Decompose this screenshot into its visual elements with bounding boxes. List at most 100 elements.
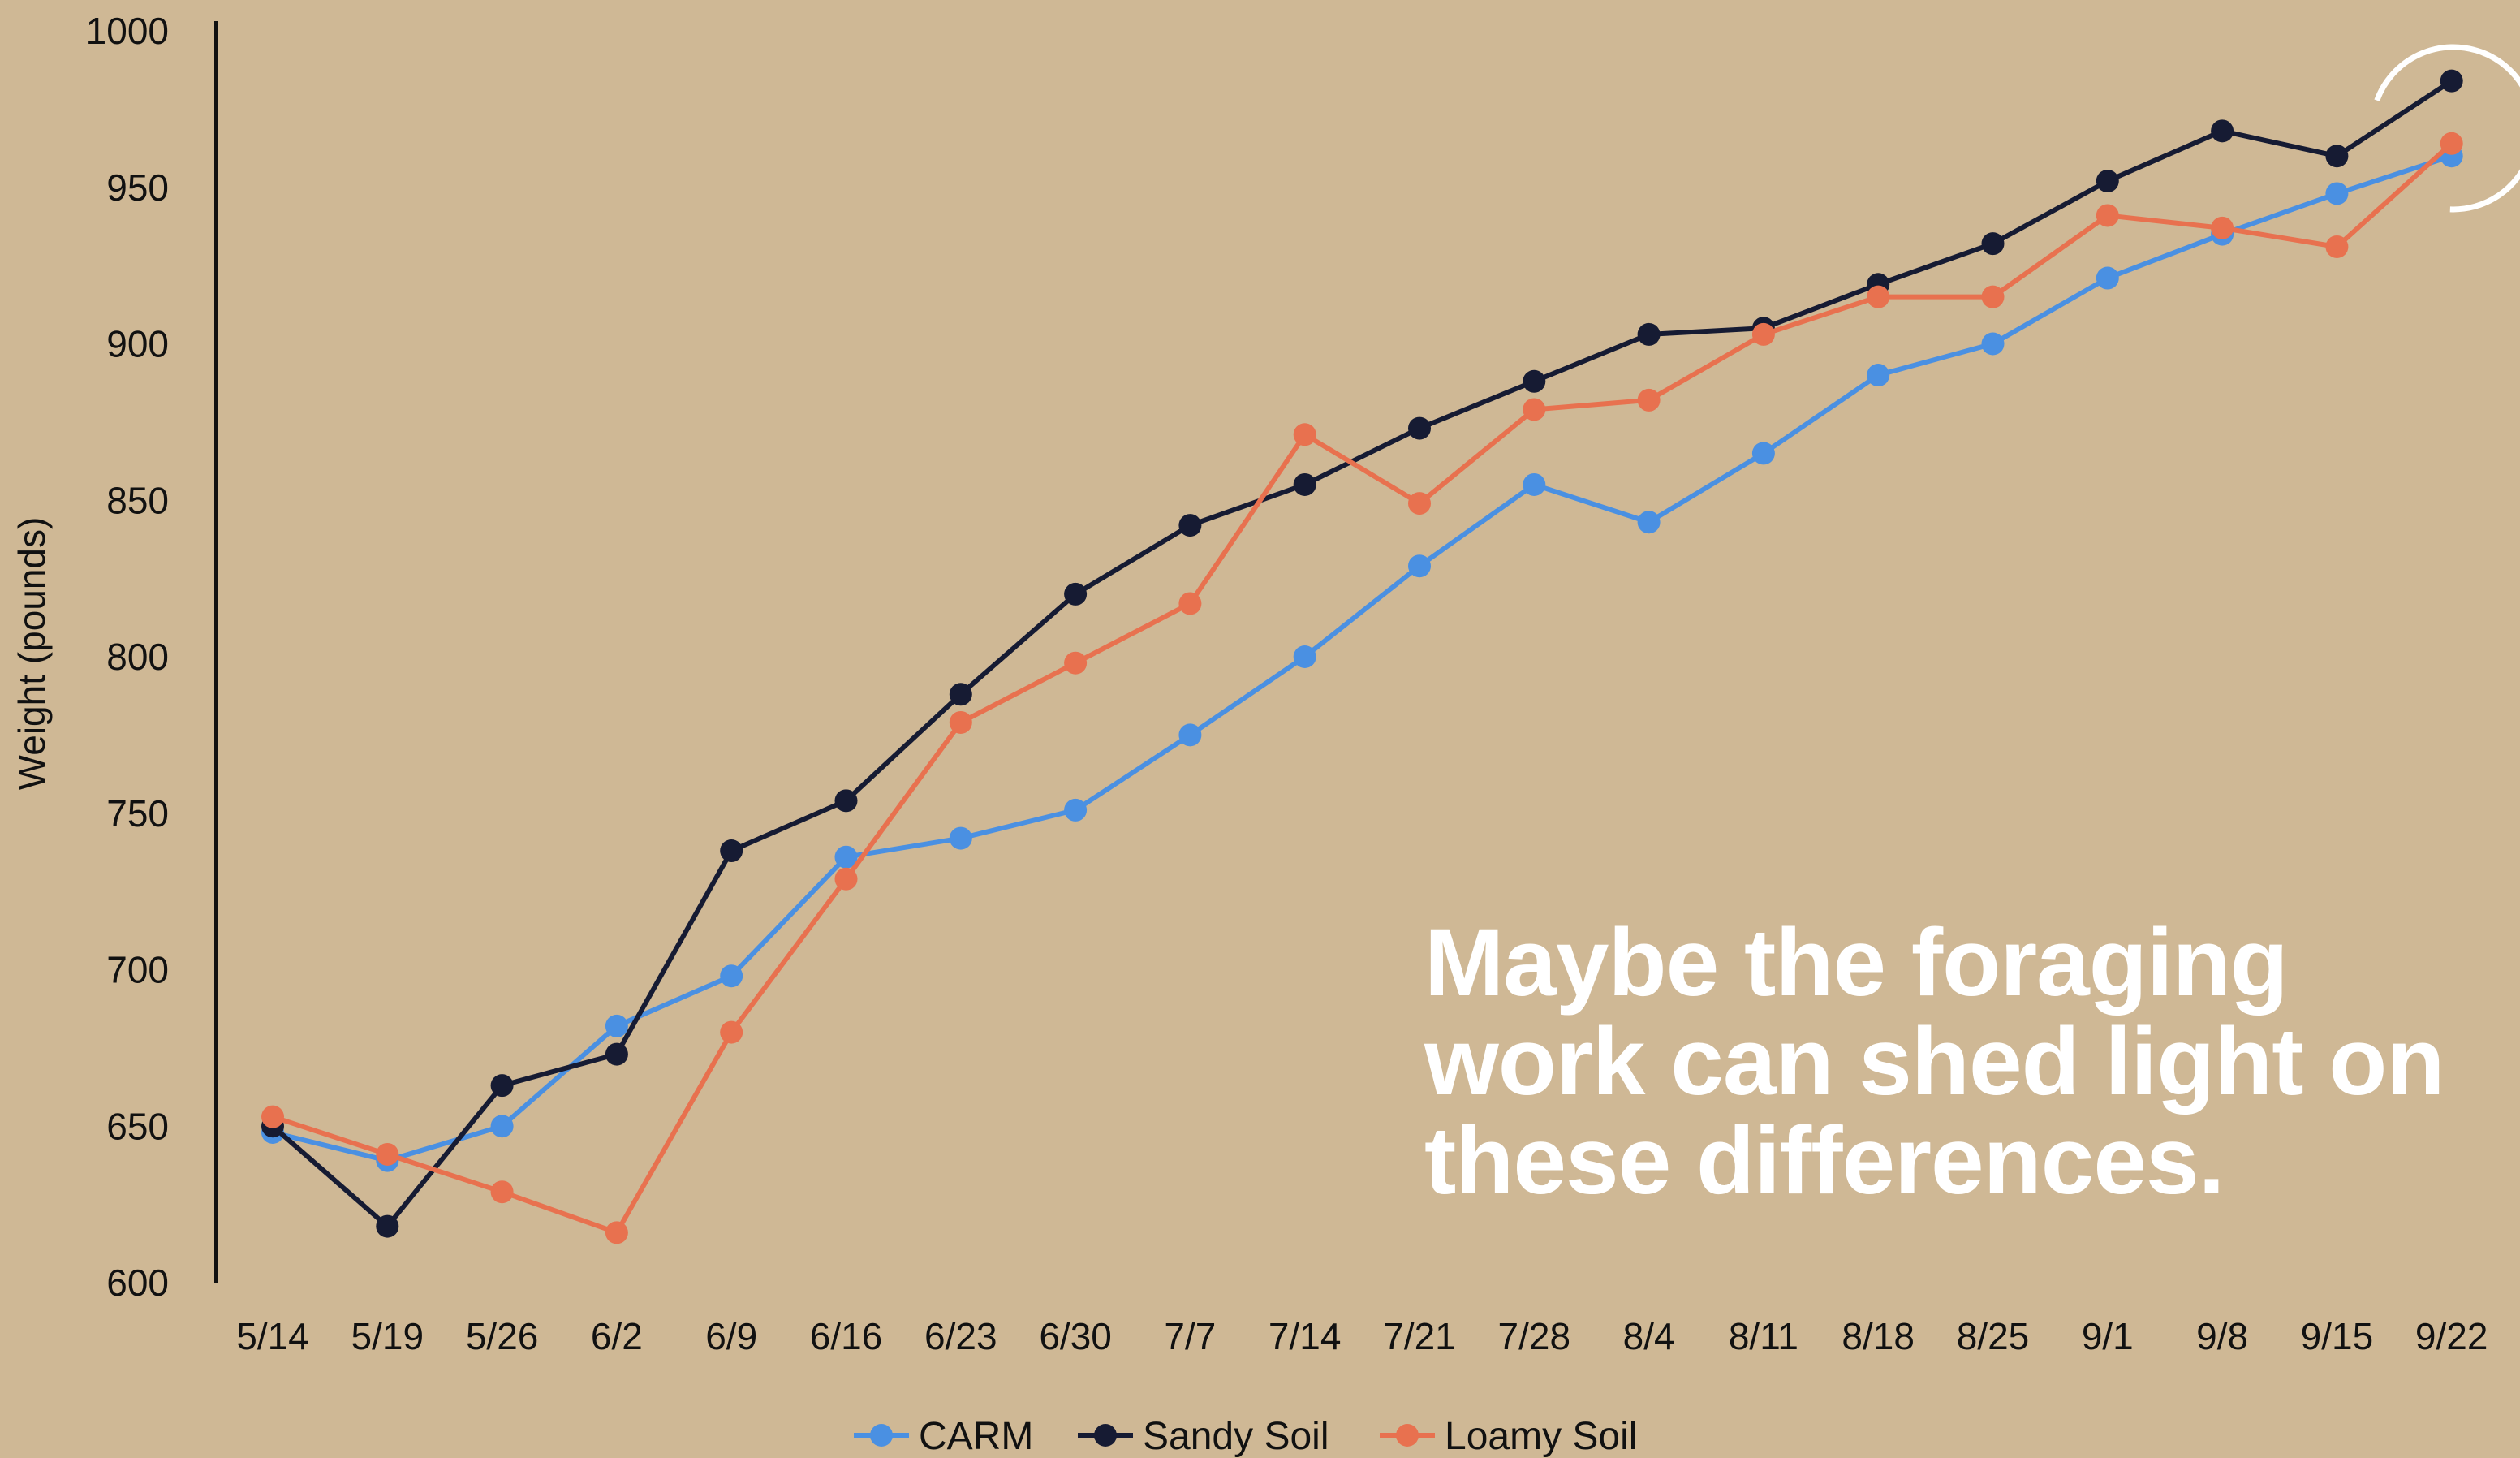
data-point	[2096, 170, 2119, 193]
data-point	[720, 964, 743, 988]
data-point	[1637, 322, 1661, 346]
legend-item: Sandy Soil	[1078, 1415, 1329, 1458]
data-point	[376, 1142, 399, 1166]
data-point	[1408, 416, 1431, 440]
data-point	[2325, 145, 2349, 168]
data-point	[490, 1115, 514, 1138]
x-tick-label: 9/8	[2196, 1315, 2248, 1357]
annotation-text: Maybe the foraging work can shed light o…	[1424, 913, 2479, 1210]
highlight-circle	[2369, 44, 2520, 213]
data-point	[2325, 182, 2349, 205]
data-point	[2440, 69, 2463, 93]
data-point	[2440, 132, 2463, 155]
data-point	[1408, 554, 1431, 578]
series-line	[270, 78, 2454, 1229]
x-tick-label: 8/4	[1623, 1315, 1675, 1357]
data-point	[490, 1180, 514, 1204]
data-point	[1293, 645, 1316, 668]
data-point	[1064, 582, 1088, 606]
data-point	[1523, 398, 1546, 421]
data-point	[720, 839, 743, 863]
y-axis-title: Weight (pounds)	[11, 517, 53, 791]
series-line	[270, 140, 2454, 1236]
data-point	[1867, 364, 1890, 387]
data-point	[376, 1214, 399, 1238]
data-point	[949, 683, 972, 706]
data-point	[2325, 235, 2349, 258]
data-point	[1523, 369, 1546, 393]
data-point	[1178, 514, 1202, 537]
data-point	[490, 1074, 514, 1098]
data-point	[605, 1221, 628, 1244]
y-tick-label: 600	[106, 1262, 169, 1304]
x-tick-label: 7/28	[1498, 1315, 1571, 1357]
y-tick-label: 650	[106, 1105, 169, 1147]
x-tick-label: 7/7	[1164, 1315, 1216, 1357]
y-tick-label: 900	[106, 323, 169, 365]
data-point	[1178, 723, 1202, 747]
data-point	[1064, 651, 1088, 675]
data-point	[1293, 423, 1316, 446]
series-layer	[261, 69, 2463, 1244]
x-tick-label: 9/22	[2415, 1315, 2488, 1357]
annotation-line-1: Maybe the foraging	[1424, 909, 2289, 1016]
data-point	[1293, 472, 1316, 496]
data-point	[605, 1014, 628, 1037]
data-point	[1981, 332, 2005, 356]
x-tick-label: 6/9	[705, 1315, 757, 1357]
annotation-line-3: these differences.	[1424, 1107, 2225, 1214]
x-tick-label: 6/2	[591, 1315, 643, 1357]
data-point	[1867, 285, 1890, 308]
y-tick-label: 950	[106, 166, 169, 209]
x-tick-label: 9/1	[2082, 1315, 2134, 1357]
x-tick-label: 5/26	[466, 1315, 539, 1357]
annotation-line-2: work can shed light on	[1424, 1008, 2445, 1115]
data-point	[261, 1105, 284, 1128]
data-point	[1637, 511, 1661, 534]
x-tick-label: 6/23	[924, 1315, 997, 1357]
data-point	[1178, 592, 1202, 615]
data-point	[834, 867, 858, 891]
legend-label: CARM	[919, 1415, 1033, 1458]
data-point	[1981, 285, 2005, 308]
x-tick-label: 7/21	[1383, 1315, 1456, 1357]
y-tick-label: 1000	[86, 10, 169, 52]
data-point	[834, 845, 858, 869]
legend: CARM Sandy Soil Loamy Soil	[854, 1415, 1637, 1458]
data-point	[949, 710, 972, 734]
x-tick-label: 9/15	[2301, 1315, 2374, 1357]
y-tick-label: 750	[106, 792, 169, 835]
data-point	[1523, 472, 1546, 496]
data-point	[2211, 119, 2234, 143]
legend-swatch-dot	[870, 1424, 893, 1447]
data-point	[949, 826, 972, 850]
data-point	[834, 789, 858, 813]
highlight-layer	[2369, 44, 2520, 213]
data-point	[1981, 232, 2005, 256]
data-point	[1751, 322, 1775, 346]
legend-swatch-dot	[1396, 1424, 1419, 1447]
x-axis: 5/14 5/19 5/26 6/2 6/9 6/16 6/23 6/30 7/7 7/14 7/2…	[236, 1315, 2488, 1357]
data-point	[1637, 388, 1661, 412]
legend-swatch-dot	[1094, 1424, 1117, 1447]
x-tick-label: 5/14	[236, 1315, 309, 1357]
x-tick-label: 6/16	[810, 1315, 883, 1357]
series-sandy-soil	[261, 69, 2463, 1238]
y-tick-label: 800	[106, 636, 169, 678]
data-point	[720, 1020, 743, 1044]
x-tick-label: 8/18	[1842, 1315, 1915, 1357]
legend-label: Loamy Soil	[1445, 1415, 1637, 1458]
x-tick-label: 6/30	[1039, 1315, 1112, 1357]
legend-item: CARM	[854, 1415, 1033, 1458]
series-loamy-soil	[261, 132, 2463, 1244]
y-axis: 600 650 700 750 800 850 900 950 1000	[86, 10, 218, 1304]
x-tick-label: 7/14	[1269, 1315, 1342, 1357]
data-point	[1408, 492, 1431, 515]
data-point	[1064, 798, 1088, 822]
y-tick-label: 700	[106, 949, 169, 991]
data-point	[2211, 216, 2234, 239]
legend-item: Loamy Soil	[1380, 1415, 1637, 1458]
x-tick-label: 8/25	[1957, 1315, 2030, 1357]
